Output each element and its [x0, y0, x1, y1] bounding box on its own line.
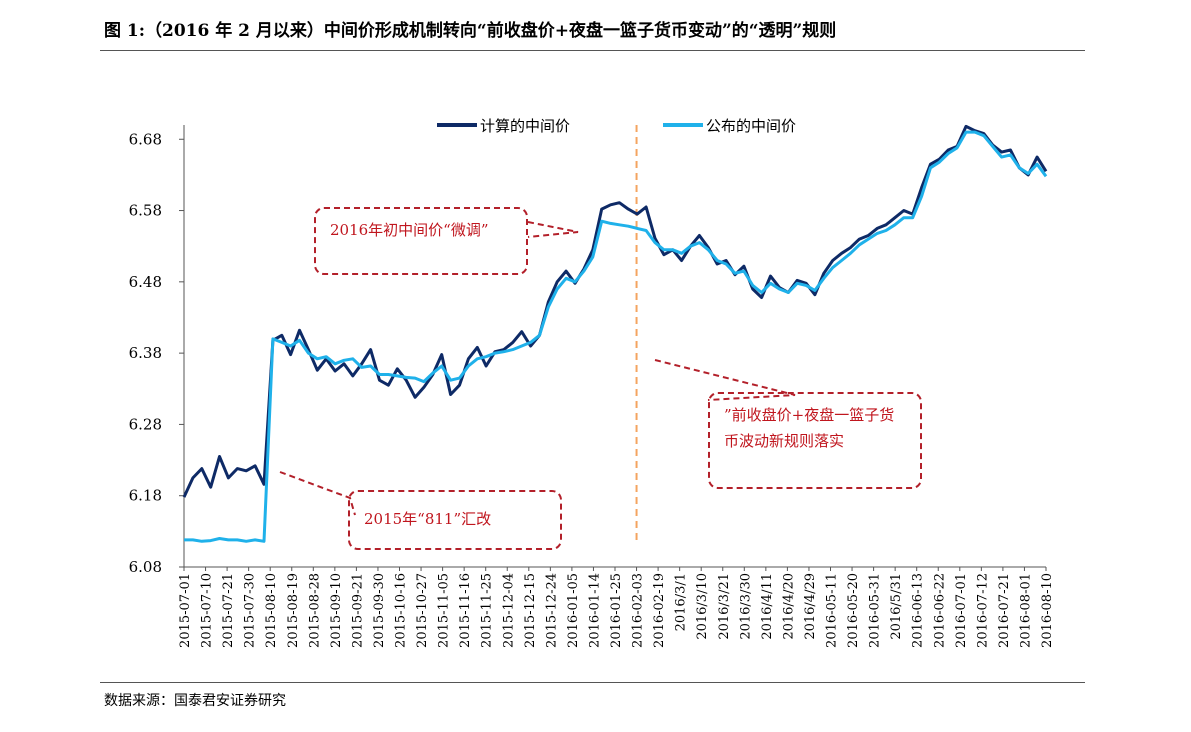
callout-new-rule: ”前收盘价+夜盘一篮子货币波动新规则落实: [708, 392, 922, 489]
x-tick-label: 2015-07-10: [200, 573, 215, 648]
x-tick-label: 2015-12-15: [523, 573, 538, 648]
x-tick-label: 2016-02-03: [631, 573, 646, 648]
x-tick-label: 2016-08-10: [1040, 573, 1055, 648]
x-tick-label: 2016/4/11: [760, 573, 775, 640]
x-tick-label: 2015-07-01: [178, 573, 193, 648]
x-tick-label: 2016-05-20: [846, 573, 861, 648]
x-tick-label: 2015-12-24: [544, 573, 559, 648]
x-tick-label: 2015-10-16: [394, 573, 409, 648]
x-tick-label: 2016/3/10: [695, 573, 710, 640]
callout-811-reform: 2015年“811”汇改: [348, 490, 562, 550]
x-tick-label: 2015-08-10: [264, 573, 279, 648]
y-tick-label: 6.38: [129, 344, 162, 362]
y-tick-label: 6.08: [129, 558, 162, 576]
x-tick-label: 2015-12-04: [501, 573, 516, 648]
connector-initial-adjustment: [527, 221, 579, 238]
source-note: 数据来源：国泰君安证券研究: [104, 693, 286, 709]
x-tick-label: 2016-07-01: [954, 573, 969, 648]
x-tick-label: 2015-09-30: [372, 573, 387, 648]
x-tick-label: 2016/4/20: [781, 573, 796, 640]
y-tick-label: 6.48: [129, 273, 162, 291]
x-tick-label: 2016-07-21: [997, 573, 1012, 648]
x-tick-label: 2015-11-16: [458, 573, 473, 648]
x-tick-label: 2016-06-22: [932, 573, 947, 648]
x-tick-label: 2015-11-25: [480, 573, 495, 648]
legend-label-published: 公布的中间价: [706, 117, 796, 135]
x-tick-label: 2016/3/1: [674, 573, 689, 631]
callout-initial-adjustment: 2016年初中间价“微调”: [314, 207, 528, 275]
connector-new-rule: [654, 359, 796, 401]
bottom-rule: [100, 682, 1085, 683]
y-tick-label: 6.18: [129, 487, 162, 505]
x-tick-label: 2016-07-12: [975, 573, 990, 648]
figure-title: 图 1:（2016 年 2 月以来）中间价形成机制转向“前收盘价+夜盘一篮子货币…: [104, 21, 837, 41]
x-tick-label: 2015-08-28: [307, 573, 322, 648]
x-tick-label: 2016-05-11: [825, 573, 840, 648]
x-tick-label: 2016-02-19: [652, 573, 667, 648]
x-tick-label: 2016/5/31: [889, 573, 904, 640]
x-tick-label: 2016-01-25: [609, 573, 624, 648]
y-tick-label: 6.28: [129, 415, 162, 433]
x-tick-label: 2015-10-27: [415, 573, 430, 648]
x-tick-label: 2016-01-14: [587, 573, 602, 648]
x-tick-label: 2016-06-13: [911, 573, 926, 648]
x-tick-label: 2016-05-31: [868, 573, 883, 648]
x-tick-label: 2015-09-21: [350, 573, 365, 648]
x-tick-label: 2015-07-21: [221, 573, 236, 648]
legend-label-computed: 计算的中间价: [480, 117, 570, 135]
series-computed-line: [182, 124, 1048, 498]
x-tick-label: 2016-01-05: [566, 573, 581, 648]
connector-811-reform: [279, 471, 356, 516]
x-tick-label: 2015-09-10: [329, 573, 344, 648]
x-tick-label: 2016/3/21: [717, 573, 732, 640]
top-rule: [100, 50, 1085, 51]
series-published-line: [184, 130, 1048, 543]
y-tick-label: 6.58: [129, 202, 162, 220]
x-tick-label: 2016-08-01: [1018, 573, 1033, 648]
x-tick-label: 2015-07-30: [243, 573, 258, 648]
y-tick-label: 6.68: [129, 130, 162, 148]
x-tick-label: 2015-08-19: [286, 573, 301, 648]
x-tick-label: 2016/4/29: [803, 573, 818, 640]
x-tick-label: 2016/3/30: [738, 573, 753, 640]
x-tick-label: 2015-11-05: [437, 573, 452, 648]
